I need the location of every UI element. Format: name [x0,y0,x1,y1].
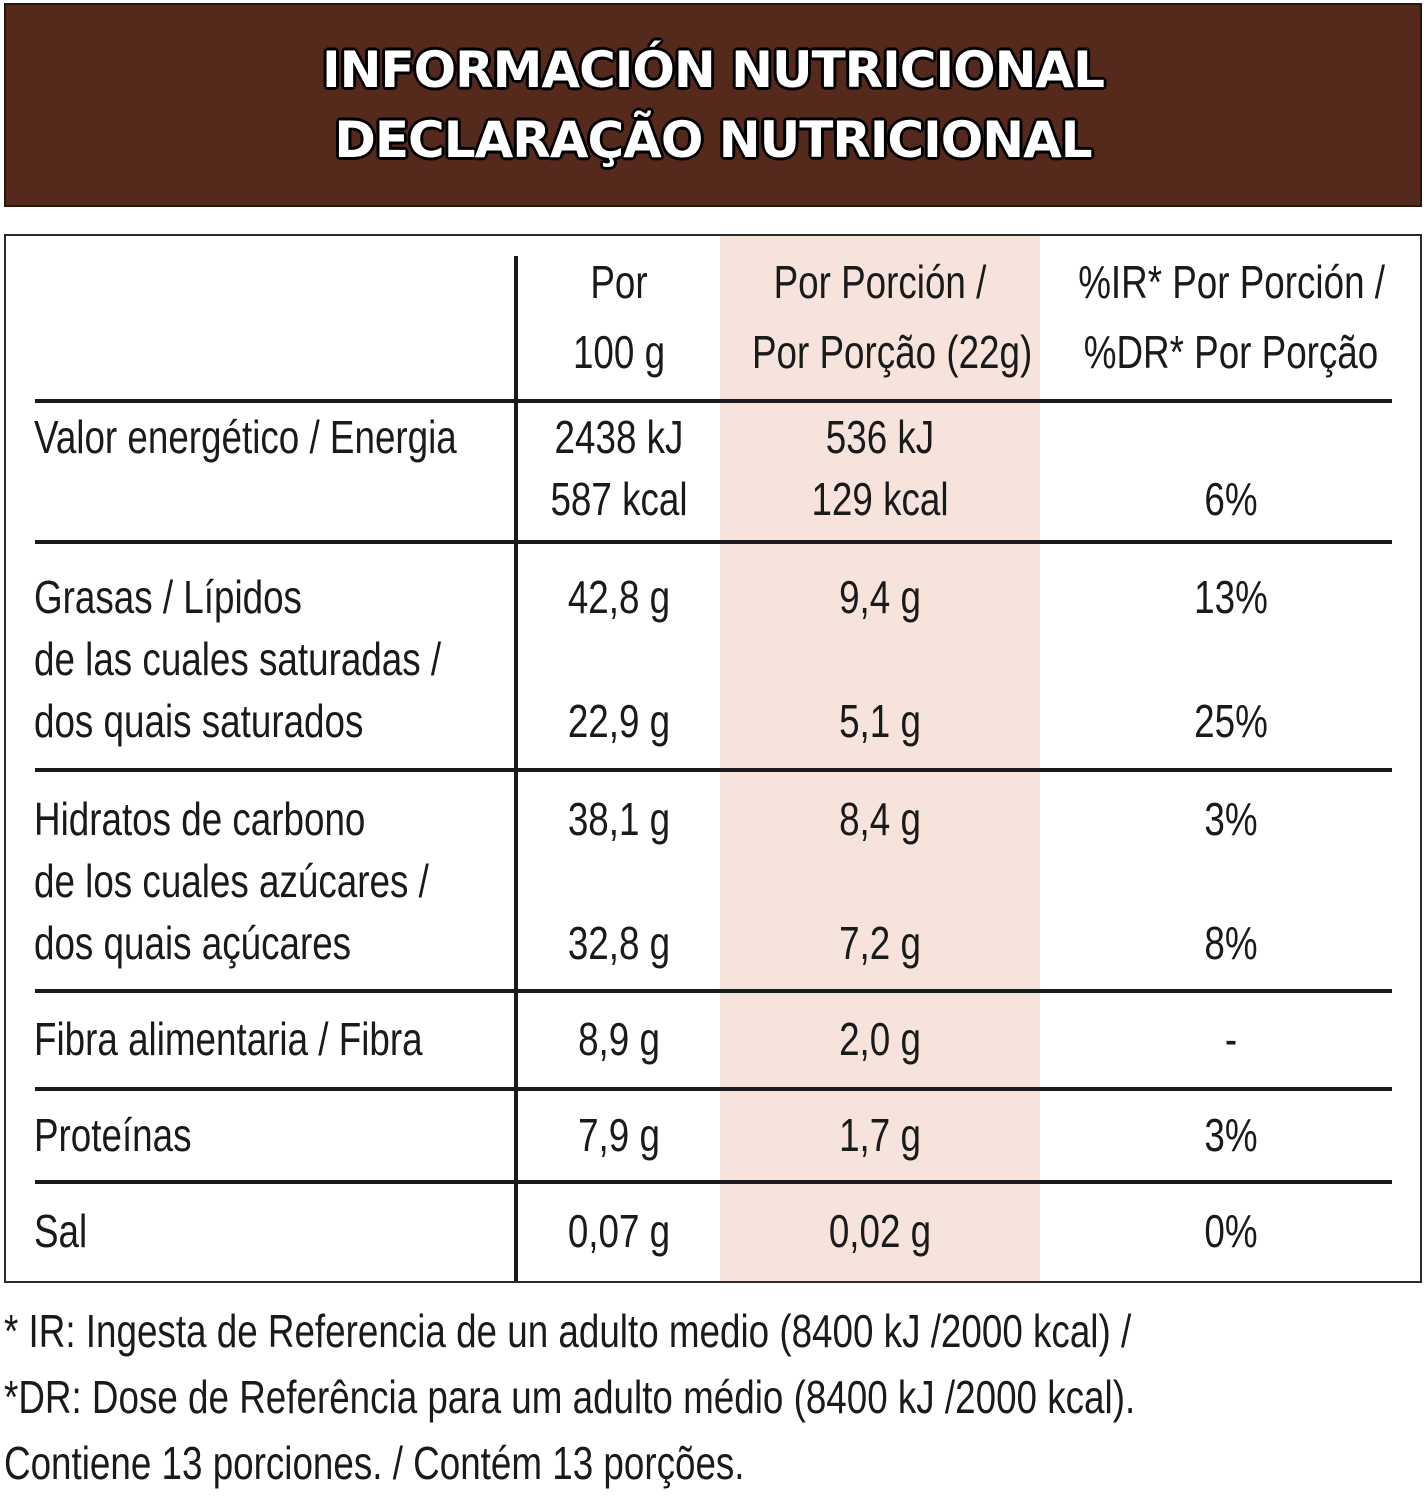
col-header-per100-line1: Por [590,256,648,308]
row-label-saturates-line2: dos quais saturados [34,695,364,747]
row-divider [35,540,1392,544]
cell-sugars-per100: 32,8 g [567,917,671,969]
cell-energy-ri: 6% [1204,473,1258,525]
row-divider [35,1087,1392,1091]
cell-fat-per100: 42,8 g [567,571,671,623]
title-portuguese: DECLARAÇÃO NUTRICIONAL [334,111,1092,169]
cell-protein-portion: 1,7 g [839,1109,921,1161]
cell-salt-ri: 0% [1204,1205,1258,1257]
col-header-ri-line1: %IR* Por Porción / [1078,256,1385,308]
cell-carbs-ri: 3% [1204,793,1258,845]
cell-fibre-portion: 2,0 g [839,1013,921,1065]
row-divider [35,1180,1392,1184]
cell-protein-ri: 3% [1204,1109,1258,1161]
cell-fibre-ri: - [1224,1013,1238,1065]
row-label-protein: Proteínas [34,1109,192,1161]
row-divider [35,768,1392,772]
cell-carbs-per100: 38,1 g [567,793,671,845]
cell-energy-portion-kj: 536 kJ [825,411,935,463]
cell-saturates-per100: 22,9 g [567,695,671,747]
cell-fat-portion: 9,4 g [839,571,921,623]
cell-fat-ri: 13% [1194,571,1268,623]
cell-sugars-portion: 7,2 g [839,917,921,969]
cell-energy-per100-kcal: 587 kcal [550,473,688,525]
cell-saturates-portion: 5,1 g [839,695,921,747]
row-label-sugars-line1: de los cuales azúcares / [34,855,429,907]
row-label-salt: Sal [34,1205,88,1257]
row-label-carbs: Hidratos de carbono [34,793,366,845]
title-banner: INFORMACIÓN NUTRICIONAL DECLARAÇÃO NUTRI… [4,3,1422,207]
cell-energy-portion-kcal: 129 kcal [811,473,949,525]
row-label-fibre: Fibra alimentaria / Fibra [34,1013,423,1065]
cell-saturates-ri: 25% [1194,695,1268,747]
row-label-fat: Grasas / Lípidos [34,571,302,623]
col-header-ri-line2: %DR* Por Porção [1083,326,1379,378]
footnote-dr: *DR: Dose de Referência para um adulto m… [4,1371,1136,1423]
portion-column-highlight [720,236,1040,1281]
col-header-per100-line2: 100 g [572,326,666,378]
footnote-ir: * IR: Ingesta de Referencia de un adulto… [4,1305,1132,1357]
row-label-sugars-line2: dos quais açúcares [34,917,352,969]
cell-fibre-per100: 8,9 g [578,1013,660,1065]
cell-salt-portion: 0,02 g [828,1205,932,1257]
row-label-energy: Valor energético / Energia [34,411,457,463]
cell-protein-per100: 7,9 g [578,1109,660,1161]
row-divider [35,989,1392,993]
cell-carbs-portion: 8,4 g [839,793,921,845]
col-header-portion-line2: Por Porção (22g) [752,326,1033,378]
row-divider [35,399,1392,403]
cell-sugars-ri: 8% [1204,917,1258,969]
nutrition-table: Por 100 g Por Porción / Por Porção (22g)… [4,234,1422,1283]
col-header-portion-line1: Por Porción / [773,256,987,308]
footnote-portions: Contiene 13 porciones. / Contém 13 porçõ… [4,1437,745,1489]
cell-salt-per100: 0,07 g [567,1205,671,1257]
title-spanish: INFORMACIÓN NUTRICIONAL [322,41,1105,99]
row-label-saturates-line1: de las cuales saturadas / [34,633,442,685]
cell-energy-per100-kj: 2438 kJ [554,411,684,463]
